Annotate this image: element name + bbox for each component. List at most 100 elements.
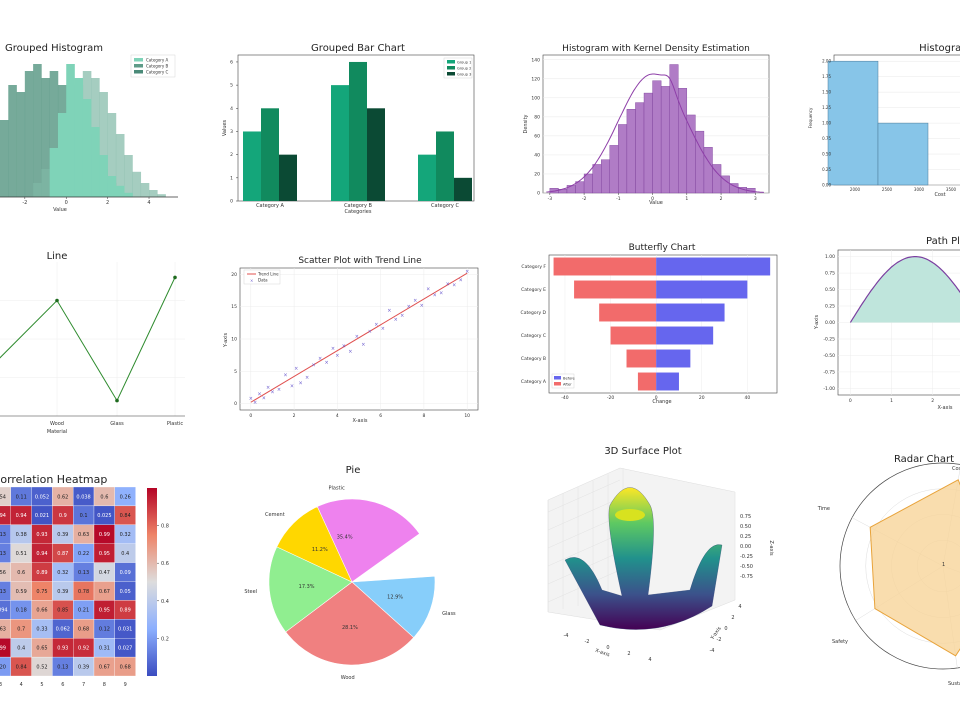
gb-legend-2: Group 2 <box>457 67 471 71</box>
bf-cat-label: Category B <box>521 356 546 362</box>
gh-tick-label: 2 <box>106 200 109 206</box>
hm-cell-label: 0.13 <box>0 532 6 538</box>
kde-histogram-title: Histogram with Kernel Density Estimation <box>562 44 750 54</box>
hm-cell-label: 0.66 <box>36 608 47 614</box>
correlation-heatmap-chart: Correlation Heatmap 0.54 0.11 0.052 0.62 0.0… <box>0 473 169 688</box>
sf-ztick-label: 0.50 <box>740 524 751 530</box>
sc-point: × <box>298 381 302 387</box>
sc-point: × <box>433 292 437 298</box>
sf-xtick-label: 4 <box>648 657 651 663</box>
kde-xtick-label: -1 <box>616 196 621 202</box>
kde-bar <box>669 64 679 194</box>
gb-ytick-label: 6 <box>230 59 233 65</box>
gh-bar <box>91 127 100 197</box>
kde-xtick-label: 1 <box>685 196 688 202</box>
hm-cb-label: 0.2 <box>161 636 169 642</box>
sc-xtick-label: 8 <box>422 413 425 419</box>
sc-ytick-label: 0 <box>234 401 237 407</box>
kde-bar <box>592 164 602 194</box>
butterfly-chart: Butterfly Chart Category F Category E Cate… <box>521 243 778 405</box>
path-plot-title: Path Plot <box>926 236 960 247</box>
pp-xtick-label: 1 <box>890 398 893 404</box>
gb-bar <box>279 154 297 201</box>
sc-point: × <box>407 304 411 310</box>
pie-slice <box>268 546 353 633</box>
sc-point: × <box>311 363 315 369</box>
sf-ztick-label: 0.00 <box>740 544 751 550</box>
ch-xtick-label: 2500 <box>882 187 893 192</box>
ch-bar <box>877 122 929 186</box>
gb-ytick-label: 2 <box>230 152 233 158</box>
bf-xtick-label: -20 <box>607 395 614 401</box>
ch-ytick-label: 1.50 <box>822 90 831 95</box>
butterfly-legend: Before After <box>551 373 576 389</box>
hm-cell-label: 0.13 <box>78 570 89 576</box>
grouped-bar-chart: Grouped Bar Chart 0 1 2 3 4 5 6 Category A Cat… <box>222 43 475 215</box>
pp-ytick-label: 0.75 <box>825 271 835 277</box>
hm-cell-label: 0.68 <box>120 664 131 670</box>
heatmap-colorbar: 0.8 0.6 0.4 0.2 <box>147 488 169 676</box>
kde-ytick-label: 100 <box>531 95 540 101</box>
hm-cell-label: 0.027 <box>118 645 132 651</box>
hm-cell-label: 0.63 <box>78 532 89 538</box>
grouped-bar-cat-c: Category C <box>431 203 459 209</box>
kde-xtick-label: 2 <box>720 196 723 202</box>
gb-bar <box>436 131 454 201</box>
gh-tick-label: -2 <box>22 200 27 206</box>
hm-cell-label: 0.56 <box>0 570 6 576</box>
gh-bar <box>16 92 26 197</box>
hm-cell-label: 0.7 <box>17 627 25 633</box>
gh-tick-label: 0 <box>65 200 68 206</box>
sc-ytick-label: 20 <box>231 272 237 278</box>
gh-bar <box>140 183 150 197</box>
ch-bar <box>827 60 879 186</box>
hm-xtick-label: 3 <box>0 682 2 688</box>
hm-xtick-label: 9 <box>124 682 127 688</box>
hm-cell-label: 0.94 <box>36 551 47 557</box>
gh-legend-a: Category A <box>146 58 169 63</box>
hm-cell-label: 0.59 <box>16 589 27 595</box>
gb-ytick-label: 3 <box>230 129 233 135</box>
ch-xtick-label: 2000 <box>850 187 861 192</box>
bf-bar-before <box>574 280 657 299</box>
hm-cell-label: 0.18 <box>16 608 27 614</box>
pp-xtick-label: 0 <box>849 398 852 404</box>
sc-point: × <box>394 317 398 323</box>
sc-point: × <box>355 334 359 340</box>
gh-bar <box>41 169 50 197</box>
sc-xtick-label: 2 <box>293 413 296 419</box>
rd-axis-label: Cost <box>952 466 960 472</box>
sc-point: × <box>348 349 352 355</box>
hm-xtick-label: 8 <box>103 682 106 688</box>
hm-cell-label: 0.94 <box>0 513 6 519</box>
kde-bar <box>660 86 670 194</box>
sf-ytick-label: -4 <box>710 648 715 654</box>
hm-cell-label: 0.13 <box>57 664 68 670</box>
bf-xtick-label: 40 <box>744 395 750 401</box>
ln-xtick-label: Wood <box>50 421 64 427</box>
hm-cell-label: 0.52 <box>36 664 47 670</box>
ln-point <box>173 275 177 280</box>
surface-3d-chart: 3D Surface Plot -4-2024420-2-40.750.500.… <box>547 446 774 663</box>
kde-bar <box>601 159 610 194</box>
hm-cell-label: 0.038 <box>76 494 90 500</box>
gb-bar <box>418 154 436 201</box>
sc-point: × <box>324 360 328 366</box>
radar-series <box>869 479 960 657</box>
sc-point: × <box>266 385 270 391</box>
bf-bar-after <box>656 372 679 391</box>
bf-cat-label: Category A <box>521 379 547 385</box>
kde-bar <box>609 145 619 194</box>
sc-point: × <box>452 283 456 289</box>
hm-cell-label: 0.1 <box>80 513 88 519</box>
sc-point: × <box>277 387 281 393</box>
grouped-histogram-title: Grouped Histogram <box>5 43 103 54</box>
hm-cell-label: 0.75 <box>36 589 47 595</box>
gh-bar <box>132 171 142 197</box>
bf-bar-after <box>656 326 714 345</box>
kde-ytick-label: 20 <box>534 171 540 177</box>
hm-cell-label: 0.39 <box>57 532 68 538</box>
sf-xtick-label: -2 <box>585 639 590 645</box>
cost-histogram-ylabel: Frequency <box>808 107 813 128</box>
gh-bar <box>107 176 117 197</box>
